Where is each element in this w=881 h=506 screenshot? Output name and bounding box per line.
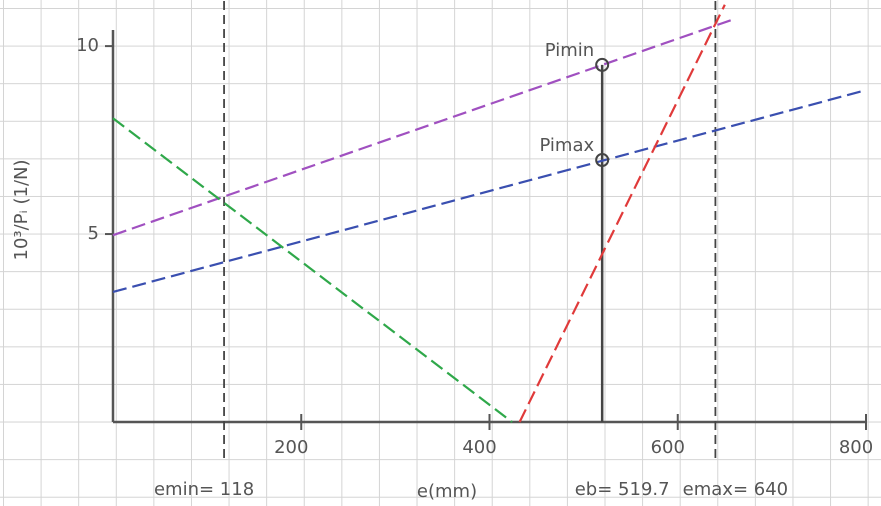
x-tick-label: 600	[651, 437, 685, 458]
line-series	[113, 118, 512, 422]
reference-label: emax= 640	[683, 479, 788, 500]
reference-label: emin= 118	[154, 479, 254, 500]
x-tick-label: 200	[274, 437, 308, 458]
point-label: Pimax	[539, 135, 594, 156]
reference-label: eb= 519.7	[575, 479, 670, 500]
point-label: Pimin	[545, 40, 594, 61]
y-tick-label: 5	[88, 223, 99, 244]
y-axis-label: 10³/Pᵢ (1/N)	[11, 159, 32, 260]
line-series	[113, 19, 734, 235]
chart: 10³/Pᵢ (1/N) e(mm) 5 10 200 400 600 800 emin= …	[0, 0, 881, 506]
line-series	[113, 90, 866, 292]
line-series	[520, 5, 725, 422]
x-tick-label: 800	[839, 437, 873, 458]
x-tick-label: 400	[462, 437, 496, 458]
x-axis-label: e(mm)	[417, 481, 477, 502]
y-tick-label: 10	[76, 35, 99, 56]
